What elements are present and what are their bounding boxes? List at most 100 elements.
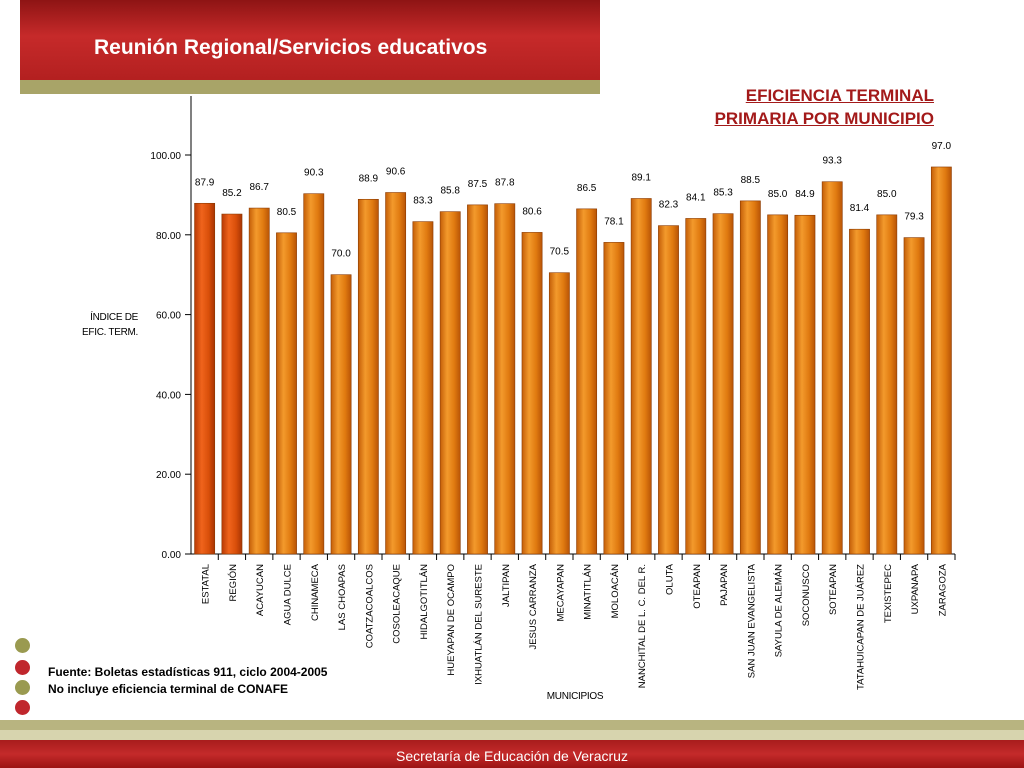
x-tick-label: LAS CHOAPAS bbox=[337, 564, 348, 630]
chart-title-line-2: PRIMARIA POR MUNICIPIO bbox=[714, 109, 934, 128]
x-tick-label: MOLOACÁN bbox=[610, 564, 621, 619]
bar bbox=[930, 166, 952, 555]
footer-stripe-1 bbox=[0, 720, 1024, 730]
bar bbox=[221, 213, 243, 555]
bar bbox=[712, 213, 734, 555]
bar bbox=[767, 214, 789, 555]
data-label: 84.1 bbox=[686, 192, 706, 203]
x-tick-label: ACAYUCAN bbox=[255, 564, 266, 616]
x-tick-label: HIDALGOTITLÁN bbox=[419, 564, 430, 640]
x-tick-label: COATZACOALCOS bbox=[364, 564, 375, 648]
bar bbox=[576, 208, 598, 555]
y-axis-label: ÍNDICE DE bbox=[90, 310, 138, 323]
chart-title-line-1: EFICIENCIA TERMINAL bbox=[745, 86, 934, 105]
bar bbox=[467, 204, 488, 555]
data-label: 88.9 bbox=[359, 173, 379, 184]
bar bbox=[385, 192, 407, 555]
bar bbox=[494, 203, 516, 555]
x-axis-label: MUNICIPIOS bbox=[547, 691, 604, 702]
data-label: 87.9 bbox=[195, 177, 215, 188]
data-label: 86.7 bbox=[249, 182, 269, 193]
bar bbox=[439, 211, 461, 555]
x-tick-label: SAYULA DE ALEMÁN bbox=[774, 564, 785, 657]
bar bbox=[194, 202, 216, 555]
x-tick-label: TEXISTEPEC bbox=[883, 564, 894, 623]
data-label: 86.5 bbox=[577, 183, 597, 194]
x-tick-label: SOCONUSCO bbox=[801, 564, 812, 626]
x-tick-label: HUEYAPAN DE OCAMPO bbox=[446, 564, 457, 676]
x-tick-label: OTEAPAN bbox=[692, 564, 703, 609]
x-tick-label: ZARAGOZA bbox=[937, 563, 948, 616]
data-label: 87.8 bbox=[495, 178, 515, 189]
data-label: 85.2 bbox=[222, 188, 242, 199]
bar bbox=[248, 207, 270, 555]
data-label: 78.1 bbox=[604, 216, 624, 227]
data-label: 87.5 bbox=[468, 179, 488, 190]
bar bbox=[521, 232, 543, 555]
source-line: Fuente: Boletas estadísticas 911, ciclo … bbox=[48, 665, 328, 679]
data-label: 70.0 bbox=[331, 249, 351, 260]
data-label: 88.5 bbox=[741, 175, 761, 186]
x-tick-label: SAN JUAN EVANGELISTA bbox=[746, 563, 757, 678]
x-tick-label: AGUA DULCE bbox=[283, 564, 294, 625]
bar bbox=[276, 232, 297, 555]
x-tick-label: ESTATAL bbox=[201, 564, 212, 604]
x-tick-label: SOTEAPAN bbox=[828, 564, 839, 615]
bullet-red-2 bbox=[15, 700, 30, 715]
data-label: 93.3 bbox=[822, 156, 842, 167]
x-tick-label: CHINAMECA bbox=[310, 563, 321, 621]
bar bbox=[412, 221, 434, 555]
footer-stripe-2 bbox=[0, 730, 1024, 740]
bar bbox=[303, 193, 325, 555]
data-label: 82.3 bbox=[659, 200, 679, 211]
x-tick-label: TATAHUICAPAN DE JUÁREZ bbox=[856, 564, 867, 690]
x-tick-label: JALTIPAN bbox=[501, 564, 512, 607]
footer-band bbox=[0, 740, 1024, 768]
x-tick-label: UXPANAPA bbox=[910, 563, 921, 614]
bar bbox=[903, 237, 925, 555]
exclusion-line: No incluye eficiencia terminal de CONAFE bbox=[48, 682, 289, 696]
y-tick-label: 40.00 bbox=[156, 390, 181, 401]
bar bbox=[548, 272, 570, 555]
bar bbox=[630, 198, 652, 555]
x-tick-label: NANCHITAL DE L. C. DEL R. bbox=[637, 564, 648, 688]
data-label: 85.0 bbox=[768, 189, 788, 200]
data-label: 70.5 bbox=[550, 247, 570, 258]
data-label: 85.3 bbox=[713, 188, 733, 199]
data-label: 90.3 bbox=[304, 168, 324, 179]
y-tick-label: 20.00 bbox=[156, 470, 181, 481]
data-label: 85.0 bbox=[877, 189, 897, 200]
x-tick-label: PAJAPAN bbox=[719, 564, 730, 606]
bar bbox=[849, 228, 870, 555]
y-tick-label: 60.00 bbox=[156, 311, 181, 322]
y-axis-label: EFIC. TERM. bbox=[82, 327, 138, 338]
data-label: 81.4 bbox=[850, 203, 870, 214]
data-label: 89.1 bbox=[631, 172, 651, 183]
bullet-red-1 bbox=[15, 660, 30, 675]
data-label: 80.5 bbox=[277, 207, 297, 218]
x-tick-label: MINATITLÁN bbox=[583, 564, 594, 620]
bullet-olive-1 bbox=[15, 638, 30, 653]
bar bbox=[603, 242, 625, 555]
x-tick-label: IXHUATLÁN DEL SURESTE bbox=[474, 564, 485, 685]
chart-title: EFICIENCIA TERMINAL PRIMARIA POR MUNICIP… bbox=[715, 84, 934, 130]
y-tick-label: 100.00 bbox=[150, 151, 181, 162]
x-tick-label: REGIÓN bbox=[228, 564, 239, 602]
header-band bbox=[20, 0, 600, 80]
data-label: 85.8 bbox=[440, 186, 460, 197]
bar bbox=[330, 274, 352, 555]
x-tick-label: JESUS CARRANZA bbox=[528, 563, 539, 649]
footer-text: Secretaría de Educación de Veracruz bbox=[396, 748, 628, 764]
data-label: 97.0 bbox=[932, 141, 952, 152]
bar bbox=[658, 225, 679, 555]
bar bbox=[821, 181, 843, 555]
x-tick-label: OLUTA bbox=[665, 563, 676, 595]
y-tick-label: 80.00 bbox=[156, 231, 181, 242]
x-tick-label: COSOLEACAQUE bbox=[392, 564, 403, 644]
data-label: 83.3 bbox=[413, 196, 433, 207]
source-note: Fuente: Boletas estadísticas 911, ciclo … bbox=[48, 664, 327, 698]
y-tick-label: 0.00 bbox=[162, 550, 182, 561]
data-label: 80.6 bbox=[522, 206, 542, 217]
bar bbox=[357, 198, 379, 555]
